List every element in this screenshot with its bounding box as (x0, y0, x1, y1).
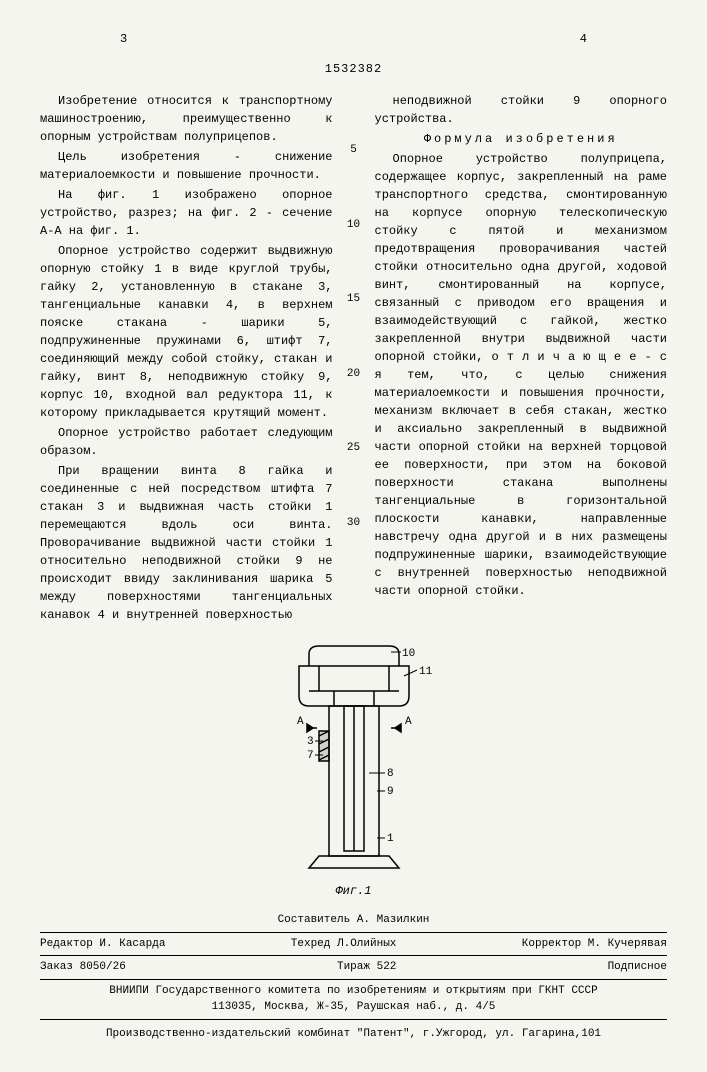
page-number-left: 3 (120, 30, 127, 48)
line-num: 20 (347, 366, 360, 383)
tirazh: Тираж 522 (337, 959, 396, 976)
formula-title: Формула изобретения (375, 130, 668, 148)
order-row: Заказ 8050/26 Тираж 522 Подписное (40, 955, 667, 980)
vniip-line1: ВНИИПИ Государственного комитета по изоб… (40, 983, 667, 1000)
credits-row: Редактор И. Касарда Техред Л.Олийных Кор… (40, 932, 667, 956)
callout-1: 1 (387, 833, 394, 845)
text-columns: Изобретение относится к транспортному ма… (40, 92, 667, 626)
para: Цель изобретения - снижение материалоемк… (40, 148, 333, 184)
para: Опорное устройство полуприцепа, содержащ… (375, 150, 668, 600)
compiler: Составитель А. Мазилкин (40, 912, 667, 932)
para: На фиг. 1 изображено опорное устройство,… (40, 186, 333, 240)
line-num: 5 (350, 142, 357, 159)
footer: Производственно-издательский комбинат "П… (40, 1020, 667, 1043)
line-num: 15 (347, 291, 360, 308)
left-column: Изобретение относится к транспортному ма… (40, 92, 333, 626)
callout-A: А (405, 716, 412, 728)
vniip-line2: 113035, Москва, Ж-35, Раушская наб., д. … (40, 999, 667, 1016)
credits-block: Составитель А. Мазилкин Редактор И. Каса… (40, 912, 667, 1042)
techred: Техред Л.Олийных (291, 936, 397, 953)
editor: Редактор И. Касарда (40, 936, 165, 953)
figure-label: Фиг.1 (40, 882, 667, 900)
para: неподвижной стойки 9 опорного устройства… (375, 92, 668, 128)
line-numbers: 5 10 15 20 25 30 (345, 92, 363, 626)
para: Опорное устройство работает следующим об… (40, 424, 333, 460)
document-number: 1532382 (40, 60, 667, 78)
right-column: неподвижной стойки 9 опорного устройства… (375, 92, 668, 626)
callout-11: 11 (419, 666, 433, 678)
callout-3: 3 (307, 736, 314, 748)
figure-svg: А А 3 7 8 9 1 10 11 (259, 636, 449, 876)
corrector: Корректор М. Кучерявая (522, 936, 667, 953)
para: При вращении винта 8 гайка и соединенные… (40, 462, 333, 624)
callout-7: 7 (307, 750, 314, 762)
para: Изобретение относится к транспортному ма… (40, 92, 333, 146)
para: Опорное устройство содержит выдвижную оп… (40, 242, 333, 422)
callout-9: 9 (387, 786, 394, 798)
subscription: Подписное (608, 959, 667, 976)
line-num: 10 (347, 217, 360, 234)
line-num: 30 (347, 515, 360, 532)
callout-A: А (297, 716, 304, 728)
figure-1: А А 3 7 8 9 1 10 11 Фиг.1 (40, 636, 667, 900)
callout-8: 8 (387, 768, 394, 780)
order: Заказ 8050/26 (40, 959, 126, 976)
line-num: 25 (347, 440, 360, 457)
page-header: 3 4 (40, 30, 667, 48)
callout-10: 10 (402, 648, 415, 660)
page-number-right: 4 (580, 30, 587, 48)
